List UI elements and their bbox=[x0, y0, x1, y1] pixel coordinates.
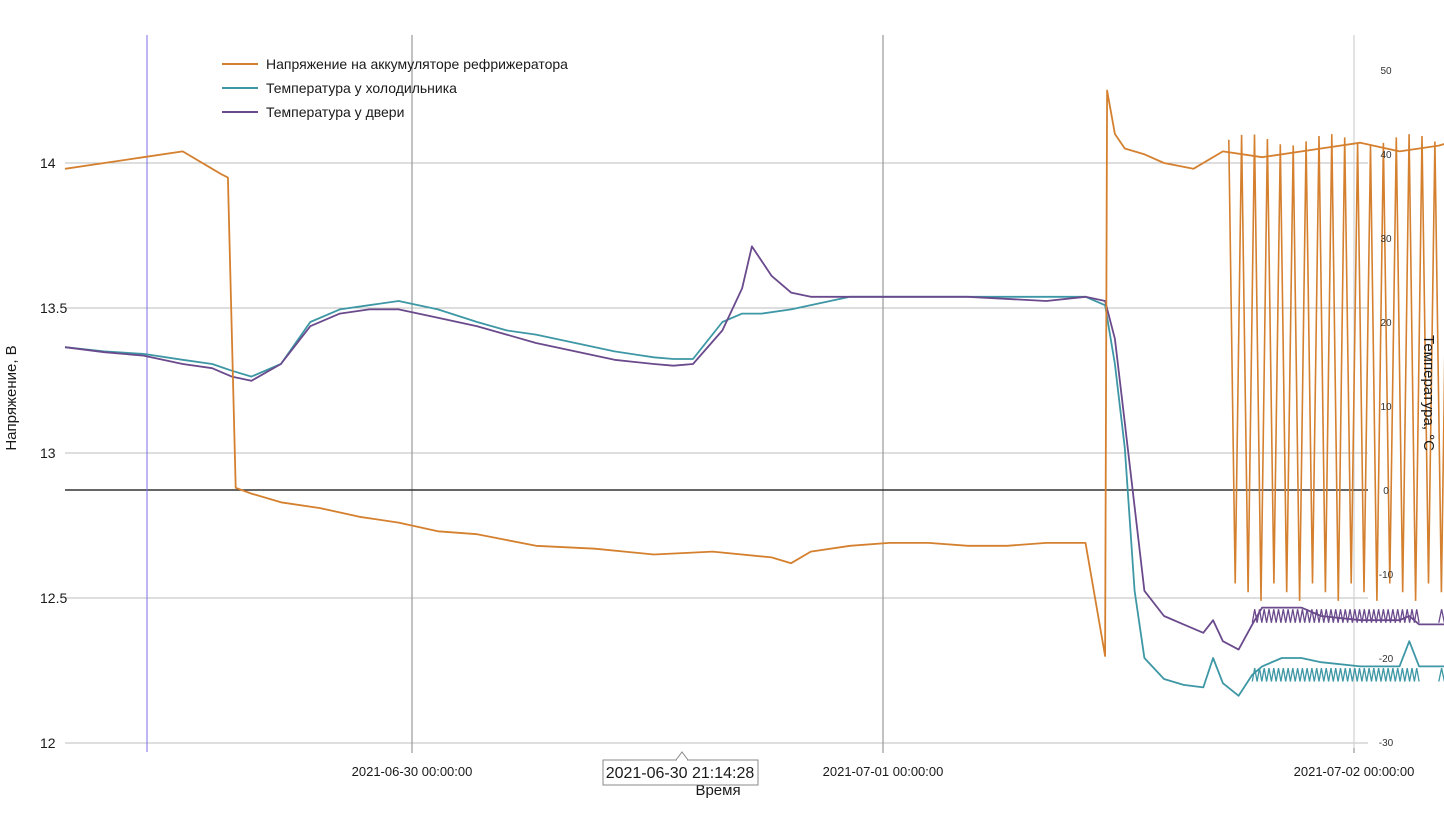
y-tick-label-left: 14 bbox=[40, 155, 56, 171]
series-temp-door-line bbox=[64, 245, 1444, 651]
grid-lines bbox=[65, 35, 1368, 753]
y-tick-label-left: 12.5 bbox=[40, 590, 67, 606]
cursor-tooltip-pointer bbox=[675, 751, 689, 761]
cursor-tooltip[interactable]: 2021-06-30 21:14:28 bbox=[602, 751, 759, 786]
series-lines bbox=[64, 89, 1444, 697]
y-tick-label-right: -10 bbox=[1379, 570, 1394, 581]
x-tick-label: 2021-07-01 00:00:00 bbox=[823, 764, 944, 779]
y-axis-title-right: Температура, °C bbox=[1420, 335, 1437, 451]
y-tick-label-right: 40 bbox=[1380, 150, 1392, 161]
y-tick-label-right: 0 bbox=[1383, 486, 1389, 497]
y-tick-label-right: 50 bbox=[1380, 66, 1392, 77]
y-tick-label-right: -30 bbox=[1379, 738, 1394, 749]
voltage-cycle-path bbox=[1228, 134, 1444, 601]
y-tick-label-left: 13 bbox=[40, 445, 56, 461]
temp-cycle-path bbox=[1251, 609, 1444, 623]
y-tick-label-right: 10 bbox=[1380, 402, 1392, 413]
left-axis-ticks: 12 12.5 13 13.5 14 bbox=[40, 155, 67, 751]
cursor-tooltip-box bbox=[602, 759, 759, 786]
y-tick-label-right: -20 bbox=[1379, 654, 1394, 665]
x-axis-title: Время bbox=[695, 782, 740, 799]
legend-label: Температура у холодильника bbox=[266, 80, 457, 96]
legend: Напряжение на аккумуляторе рефрижератора… bbox=[222, 56, 568, 120]
legend-label: Температура у двери bbox=[266, 104, 404, 120]
y-axis-title-left: Напряжение, В bbox=[3, 345, 20, 450]
cursor-tooltip-label: 2021-06-30 21:14:28 bbox=[606, 765, 755, 782]
series-voltage-line bbox=[64, 89, 1444, 657]
legend-label: Напряжение на аккумуляторе рефрижератора bbox=[266, 56, 568, 72]
temperature-oscillation-band bbox=[1251, 609, 1444, 682]
x-tick-label: 2021-07-02 00:00:00 bbox=[1294, 764, 1415, 779]
y-tick-label-right: 20 bbox=[1380, 318, 1392, 329]
right-axis-ticks: -30 -20 -10 0 10 20 30 40 50 bbox=[1379, 66, 1394, 749]
x-axis-ticks: 2021-06-30 00:00:00 2021-07-01 00:00:00 20… bbox=[352, 764, 1415, 779]
y-tick-label-right: 30 bbox=[1380, 234, 1392, 245]
series-temp-fridge-line bbox=[64, 295, 1444, 697]
voltage-oscillation-band bbox=[1228, 134, 1444, 601]
temp-cycle-path bbox=[1251, 667, 1444, 682]
x-tick-label: 2021-06-30 00:00:00 bbox=[352, 764, 473, 779]
y-tick-label-left: 13.5 bbox=[40, 300, 67, 316]
y-tick-label-left: 12 bbox=[40, 735, 56, 751]
